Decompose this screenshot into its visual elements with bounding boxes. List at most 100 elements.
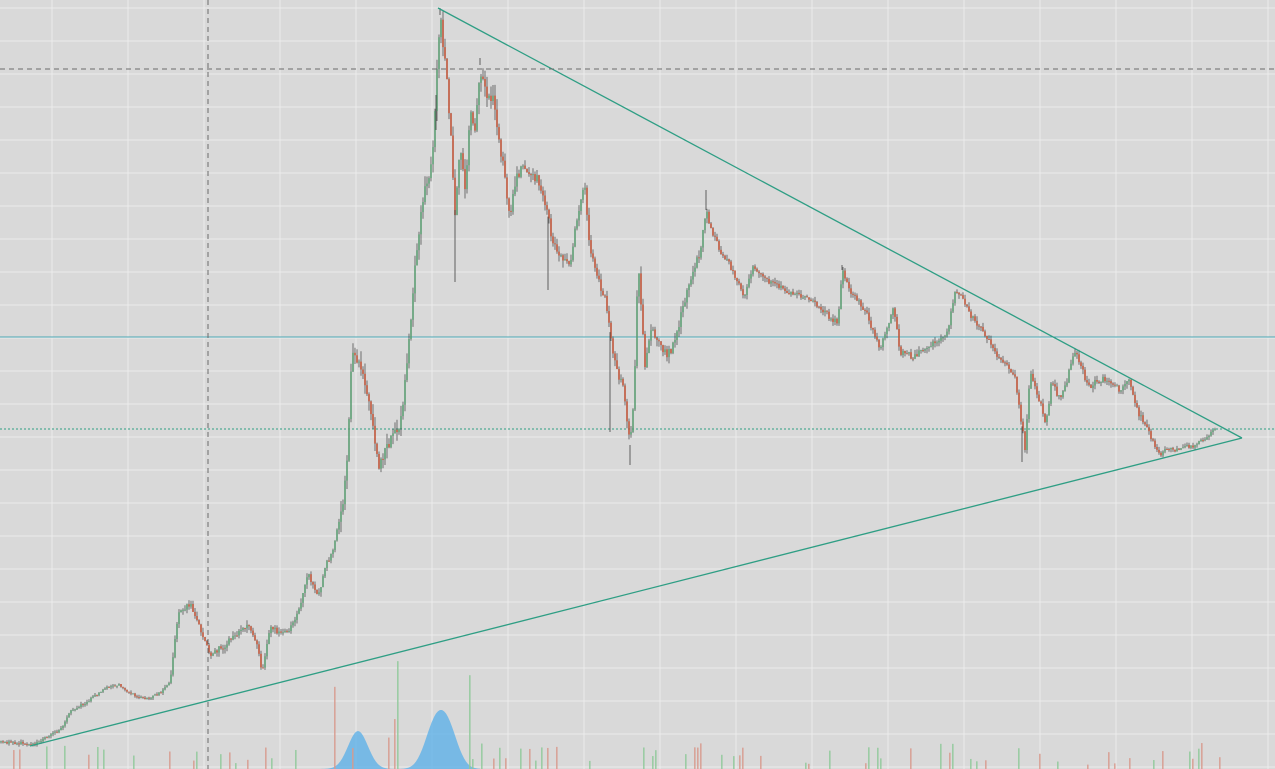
candle-body — [136, 696, 138, 698]
candle-body — [1030, 373, 1032, 389]
candle-body — [1126, 381, 1128, 384]
candle-body — [108, 686, 110, 688]
candle-body — [226, 644, 228, 648]
candle-body — [380, 458, 382, 469]
candle-body — [138, 696, 140, 698]
candle-body — [408, 339, 410, 364]
candle-body — [78, 707, 80, 709]
candle-body — [638, 273, 640, 297]
trendlines[interactable] — [29, 7, 1243, 747]
candle-body — [804, 296, 806, 298]
candle-body — [54, 731, 56, 733]
candle-body — [878, 339, 880, 348]
candle-body — [510, 210, 512, 212]
candle-body — [288, 631, 290, 632]
candle-body — [82, 704, 84, 706]
candle-body — [580, 199, 582, 211]
candle-body — [698, 257, 700, 259]
candle-body — [936, 342, 938, 344]
candle-body — [1098, 381, 1100, 383]
candle-body — [1016, 376, 1018, 393]
candle-body — [626, 401, 628, 422]
candle-body — [1008, 364, 1010, 369]
candle-body — [956, 291, 958, 293]
candle-body — [1084, 369, 1086, 381]
candle-body — [98, 692, 100, 696]
candle-body — [316, 589, 318, 594]
candle-body — [276, 627, 278, 634]
candle-body — [860, 300, 862, 307]
candle-body — [764, 276, 766, 278]
candle-body — [208, 645, 210, 653]
trendline-resistance[interactable] — [437, 7, 1243, 439]
candles — [0, 8, 1216, 747]
candle-body — [1090, 384, 1092, 388]
candle-body — [1190, 445, 1192, 448]
volume-bar — [1087, 764, 1089, 769]
volume-bar — [685, 754, 687, 769]
candle-body — [934, 341, 936, 344]
candle-body — [214, 650, 216, 654]
candle-body — [862, 306, 864, 310]
candle-body — [512, 194, 514, 212]
candle-body — [1144, 422, 1146, 425]
volume-bar — [808, 763, 810, 769]
candle-body — [1198, 441, 1200, 445]
candle-body — [176, 623, 178, 639]
trendline-support[interactable] — [29, 437, 1243, 747]
candle-body — [554, 243, 556, 245]
candle-body — [670, 349, 672, 354]
candle-body — [616, 360, 618, 369]
candle-body — [0, 741, 2, 743]
candle-body — [966, 304, 968, 307]
candle-body — [980, 326, 982, 328]
candle-body — [1172, 447, 1174, 450]
candle-body — [1108, 380, 1110, 382]
candle-body — [592, 253, 594, 259]
candle-body — [130, 692, 132, 694]
volume-bar — [985, 760, 987, 769]
candle-body — [1060, 395, 1062, 397]
candle-body — [76, 708, 78, 710]
candle-body — [998, 356, 1000, 358]
candle-body — [16, 743, 18, 745]
candle-body — [250, 626, 252, 631]
candle-body — [544, 195, 546, 206]
candle-body — [964, 298, 966, 305]
candle-body — [624, 385, 626, 402]
candle-body — [394, 429, 396, 434]
candle-body — [780, 285, 782, 288]
candle-body — [458, 159, 460, 188]
candle-body — [68, 713, 70, 718]
candle-body — [14, 742, 16, 744]
candle-body — [1118, 385, 1120, 392]
candle-body — [990, 339, 992, 345]
candle-body — [90, 697, 92, 702]
candle-body — [566, 259, 568, 262]
volume-bar — [19, 749, 21, 769]
volume-bar — [742, 747, 744, 769]
candle-body — [80, 704, 82, 707]
candle-body — [358, 361, 360, 363]
volume-bar — [868, 747, 870, 769]
candle-body — [848, 281, 850, 289]
candle-body — [644, 334, 646, 367]
volume-bar — [643, 747, 645, 769]
candle-body — [20, 741, 22, 745]
candle-body — [1148, 427, 1150, 432]
candle-body — [174, 639, 176, 658]
candle-body — [342, 504, 344, 512]
volume-bar — [733, 756, 735, 769]
candle-body — [1104, 376, 1106, 382]
candle-body — [484, 79, 486, 87]
candle-body — [546, 205, 548, 210]
candle-body — [584, 187, 586, 190]
candle-body — [664, 349, 666, 353]
candle-body — [650, 330, 652, 341]
volume-bar — [880, 758, 882, 769]
candle-body — [2, 741, 4, 743]
candle-body — [268, 633, 270, 644]
